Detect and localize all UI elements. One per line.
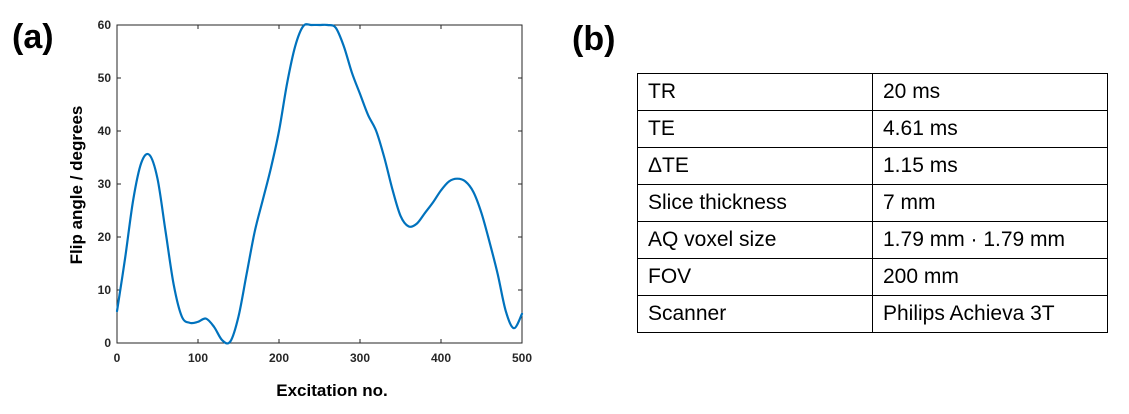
table-cell-param: Slice thickness: [637, 184, 873, 222]
x-tick-label: 100: [188, 351, 208, 365]
y-tick-label: 0: [104, 336, 111, 350]
table-cell-value: 4.61 ms: [872, 110, 1108, 148]
table-row: TR 20 ms: [637, 73, 1108, 111]
table-cell-param: TR: [637, 73, 873, 111]
x-axis-title: Excitation no.: [276, 381, 387, 400]
table-cell-param: ΔTE: [637, 147, 873, 185]
y-tick-label: 50: [98, 71, 112, 85]
panel-label-a: (a): [12, 18, 54, 56]
table-cell-value: 7 mm: [872, 184, 1108, 222]
y-axis-title: Flip angle / degrees: [67, 106, 86, 265]
table-cell-value: Philips Achieva 3T: [872, 295, 1108, 333]
table-row: Scanner Philips Achieva 3T: [637, 295, 1108, 333]
y-tick-label: 60: [98, 18, 112, 32]
table-row: Slice thickness 7 mm: [637, 184, 1108, 222]
panel-label-b: (b): [572, 20, 616, 58]
table-cell-param: Scanner: [637, 295, 873, 333]
flip-angle-chart: 0 100 200 300 400 500 0 10 20 30 40 50 60 Excitation…: [67, 18, 532, 400]
table-row: FOV 200 mm: [637, 258, 1108, 296]
x-tick-label: 500: [512, 351, 532, 365]
x-tick-label: 400: [431, 351, 451, 365]
x-tick-label: 300: [350, 351, 370, 365]
flip-angle-line: [115, 23, 524, 345]
table-cell-value: 200 mm: [872, 258, 1108, 296]
y-tick-label: 10: [98, 283, 112, 297]
y-tick-label: 40: [98, 124, 112, 138]
table-cell-param: TE: [637, 110, 873, 148]
scan-parameters-table: TR 20 ms TE 4.61 ms ΔTE 1.15 ms Slice th…: [637, 73, 1108, 333]
plot-frame: [116, 24, 523, 344]
x-tick-label: 0: [114, 351, 121, 365]
table-cell-value: 20 ms: [872, 73, 1108, 111]
table-row: ΔTE 1.15 ms: [637, 147, 1108, 185]
x-tick-label: 200: [269, 351, 289, 365]
table-cell-param: AQ voxel size: [637, 221, 873, 259]
table-cell-value: 1.79 mm · 1.79 mm: [872, 221, 1108, 259]
y-tick-label: 20: [98, 230, 112, 244]
table-row: AQ voxel size 1.79 mm · 1.79 mm: [637, 221, 1108, 259]
table-cell-value: 1.15 ms: [872, 147, 1108, 185]
y-tick-label: 30: [98, 177, 112, 191]
table-row: TE 4.61 ms: [637, 110, 1108, 148]
table-cell-param: FOV: [637, 258, 873, 296]
